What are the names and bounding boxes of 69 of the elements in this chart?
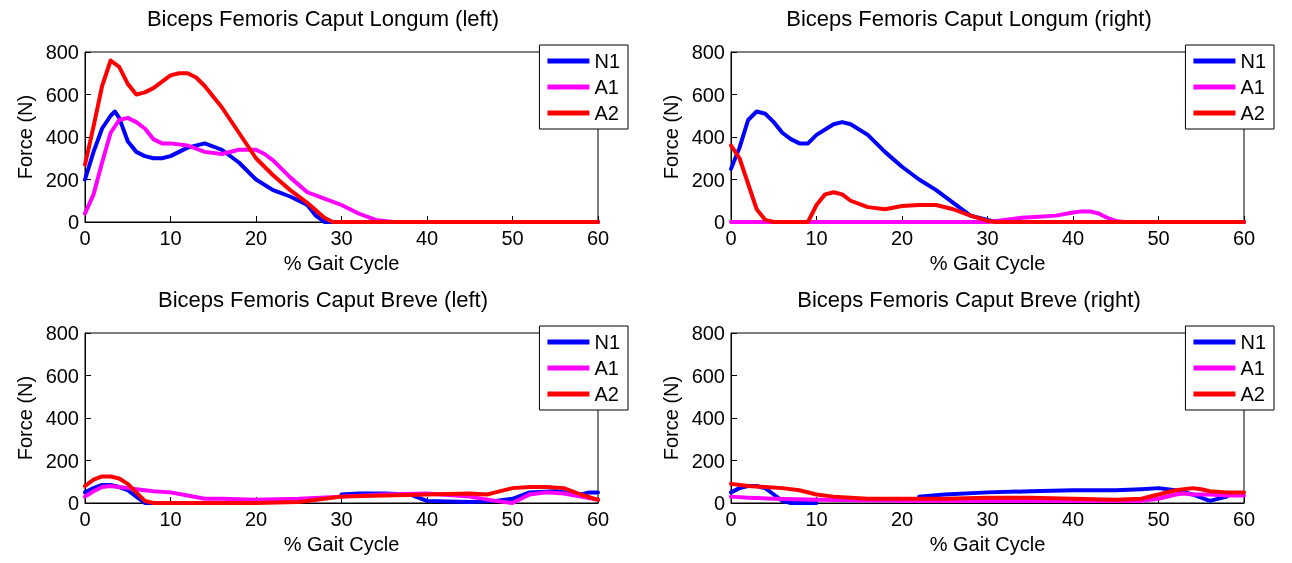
y-tick-label: 800	[45, 322, 79, 344]
legend-label: N1	[594, 331, 621, 353]
x-tick-label: 50	[501, 508, 524, 530]
y-tick-label: 600	[45, 83, 79, 106]
legend-label: A1	[594, 76, 619, 98]
y-axis-title: Force (N)	[13, 94, 36, 180]
x-tick-label: 50	[501, 227, 524, 249]
y-tick-label: 400	[45, 407, 79, 429]
y-tick-label: 800	[691, 322, 725, 344]
x-tick-label: 50	[1147, 508, 1170, 530]
x-tick-label: 10	[159, 227, 182, 249]
legend-label: A2	[1240, 102, 1265, 124]
line-series	[729, 143, 1246, 224]
x-tick-label: 50	[1147, 227, 1170, 249]
x-axis-title: % Gait Cycle	[283, 532, 400, 555]
x-axis-title: % Gait Cycle	[929, 251, 1046, 274]
chart-title: Biceps Femoris Caput Longum (right)	[786, 5, 1152, 31]
x-tick-label: 40	[1061, 508, 1085, 530]
y-tick-label: 0	[67, 492, 79, 514]
x-tick-label: 40	[415, 227, 439, 249]
x-tick-label: 60	[586, 508, 610, 530]
y-tick-label: 600	[691, 364, 725, 387]
x-tick-label: 30	[976, 508, 999, 530]
x-tick-label: 40	[1061, 227, 1085, 249]
y-tick-label: 200	[691, 168, 725, 191]
legend-label: A1	[1240, 76, 1265, 98]
y-tick-label: 200	[45, 449, 79, 472]
chart-title: Biceps Femoris Caput Breve (left)	[157, 286, 489, 312]
legend-label: N1	[1240, 50, 1267, 72]
legend-label: N1	[594, 50, 621, 72]
y-tick-label: 0	[713, 492, 725, 514]
y-tick-label: 800	[691, 41, 725, 63]
x-tick-label: 10	[159, 508, 182, 530]
legend-label: N1	[1240, 331, 1267, 353]
x-tick-label: 40	[415, 508, 439, 530]
y-axis-title: Force (N)	[659, 375, 682, 461]
x-tick-label: 20	[244, 227, 268, 249]
y-tick-label: 400	[691, 407, 725, 429]
y-tick-label: 800	[45, 41, 79, 63]
x-axis-title: % Gait Cycle	[929, 532, 1046, 555]
x-tick-label: 10	[805, 227, 828, 249]
y-tick-label: 200	[45, 168, 79, 191]
y-tick-label: 600	[691, 83, 725, 106]
y-axis-title: Force (N)	[13, 375, 36, 461]
x-tick-label: 30	[330, 227, 353, 249]
x-tick-label: 20	[890, 508, 914, 530]
legend-label: A2	[594, 102, 619, 124]
y-tick-label: 0	[713, 211, 725, 233]
x-tick-label: 20	[890, 227, 914, 249]
y-tick-label: 400	[691, 126, 725, 148]
x-axis-title: % Gait Cycle	[283, 251, 400, 274]
x-tick-label: 10	[805, 508, 828, 530]
x-tick-label: 30	[976, 227, 999, 249]
legend-label: A1	[1240, 357, 1265, 379]
y-tick-label: 0	[67, 211, 79, 233]
y-tick-label: 600	[45, 364, 79, 387]
chart-title: Biceps Femoris Caput Longum (left)	[146, 5, 500, 31]
x-tick-label: 30	[330, 508, 353, 530]
y-axis-title: Force (N)	[659, 94, 682, 180]
legend-label: A2	[594, 383, 619, 405]
legend-label: A1	[594, 357, 619, 379]
x-tick-label: 60	[1232, 508, 1256, 530]
y-tick-label: 400	[45, 126, 79, 148]
legend-label: A2	[1240, 383, 1265, 405]
x-tick-label: 60	[586, 227, 610, 249]
y-tick-label: 200	[691, 449, 725, 472]
x-tick-label: 60	[1232, 227, 1256, 249]
chart-title: Biceps Femoris Caput Breve (right)	[797, 286, 1141, 312]
x-tick-label: 20	[244, 508, 268, 530]
